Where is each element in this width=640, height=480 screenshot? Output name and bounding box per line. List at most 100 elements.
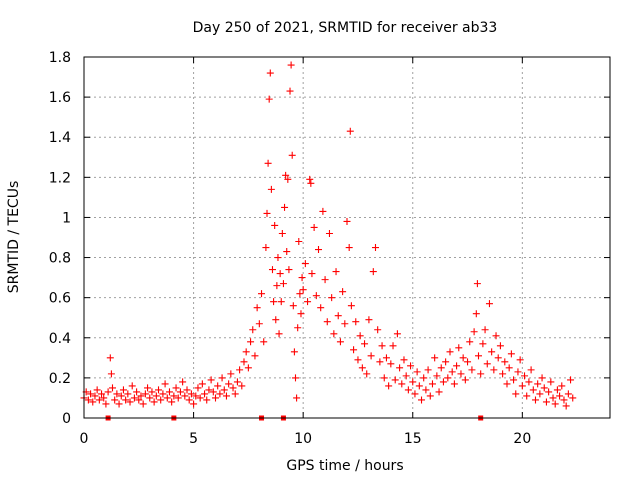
data-point xyxy=(507,350,515,358)
data-point xyxy=(407,362,415,370)
data-point xyxy=(266,69,274,77)
data-point xyxy=(275,330,283,338)
y-tick-label: 0.2 xyxy=(49,371,71,387)
data-point xyxy=(296,290,304,298)
data-point xyxy=(512,390,520,398)
data-point xyxy=(312,292,320,300)
data-point xyxy=(536,390,544,398)
data-point xyxy=(251,352,259,360)
data-point xyxy=(409,378,417,386)
x-tick-label: 10 xyxy=(294,431,312,447)
data-point xyxy=(317,304,325,312)
data-point xyxy=(253,304,261,312)
data-point xyxy=(334,312,342,320)
data-point xyxy=(371,244,379,252)
data-point xyxy=(268,266,276,274)
data-point xyxy=(545,388,553,396)
data-point xyxy=(330,330,338,338)
data-point xyxy=(214,382,222,390)
data-point xyxy=(227,370,235,378)
data-point xyxy=(420,374,428,382)
data-point xyxy=(477,370,485,378)
data-point xyxy=(84,396,92,404)
y-axis-label: SRMTID / TECUs xyxy=(6,181,22,294)
data-point xyxy=(231,390,239,398)
data-point xyxy=(205,386,213,394)
data-point xyxy=(161,380,169,388)
data-point xyxy=(424,366,432,374)
data-point xyxy=(473,280,481,288)
data-point xyxy=(218,374,226,382)
data-point xyxy=(288,151,296,159)
data-point xyxy=(450,380,458,388)
data-point xyxy=(111,396,119,404)
data-points xyxy=(80,61,577,410)
data-point xyxy=(282,171,290,179)
data-point xyxy=(190,400,198,408)
data-point xyxy=(439,378,447,386)
data-point xyxy=(398,380,406,388)
data-point xyxy=(244,364,252,372)
data-point xyxy=(378,342,386,350)
data-point xyxy=(165,388,173,396)
data-point xyxy=(100,394,108,402)
y-tick-label: 0.4 xyxy=(49,331,71,347)
data-point xyxy=(306,175,314,183)
data-point xyxy=(328,294,336,302)
data-point xyxy=(389,342,397,350)
data-point xyxy=(567,376,575,384)
data-point xyxy=(325,229,333,237)
data-point xyxy=(488,348,496,356)
data-point xyxy=(444,374,452,382)
data-point xyxy=(514,368,522,376)
data-point xyxy=(499,370,507,378)
data-point xyxy=(247,338,255,346)
data-point xyxy=(560,396,568,404)
data-point xyxy=(293,394,301,402)
data-point xyxy=(461,376,469,384)
data-point xyxy=(212,394,219,402)
data-point xyxy=(343,217,351,225)
data-point xyxy=(201,390,209,398)
data-point xyxy=(271,221,279,229)
data-point xyxy=(413,368,421,376)
data-point xyxy=(361,340,369,348)
data-point xyxy=(308,270,316,278)
data-point xyxy=(464,358,472,366)
data-point xyxy=(391,376,399,384)
data-point xyxy=(393,330,401,338)
data-point xyxy=(341,320,349,328)
data-point xyxy=(415,382,423,390)
x-tick-label: 0 xyxy=(80,431,89,447)
plot-frame xyxy=(83,56,611,419)
data-point xyxy=(503,380,511,388)
data-point xyxy=(470,328,478,336)
y-tick-label: 1.6 xyxy=(49,90,71,106)
data-point xyxy=(277,298,285,306)
data-point xyxy=(220,386,228,394)
data-point xyxy=(273,282,281,290)
data-point xyxy=(435,388,443,396)
data-point xyxy=(562,402,570,410)
data-point xyxy=(475,352,482,360)
data-point xyxy=(286,87,294,95)
data-point xyxy=(287,61,295,69)
data-point xyxy=(347,302,355,310)
data-point xyxy=(400,356,408,364)
data-point xyxy=(117,392,125,400)
y-tick-label: 0.6 xyxy=(49,291,71,307)
data-point xyxy=(185,396,193,404)
data-point xyxy=(119,386,127,394)
chart-title: Day 250 of 2021, SRMTID for receiver ab3… xyxy=(193,20,498,36)
x-tick-labels: 0 5 10 15 20 xyxy=(80,431,532,447)
data-point xyxy=(481,326,489,334)
data-point xyxy=(274,254,282,262)
data-point xyxy=(426,392,434,400)
data-point xyxy=(448,368,456,376)
data-point xyxy=(457,370,465,378)
data-point xyxy=(115,400,123,408)
data-point xyxy=(459,354,467,362)
data-point xyxy=(380,374,388,382)
data-point xyxy=(113,390,121,398)
